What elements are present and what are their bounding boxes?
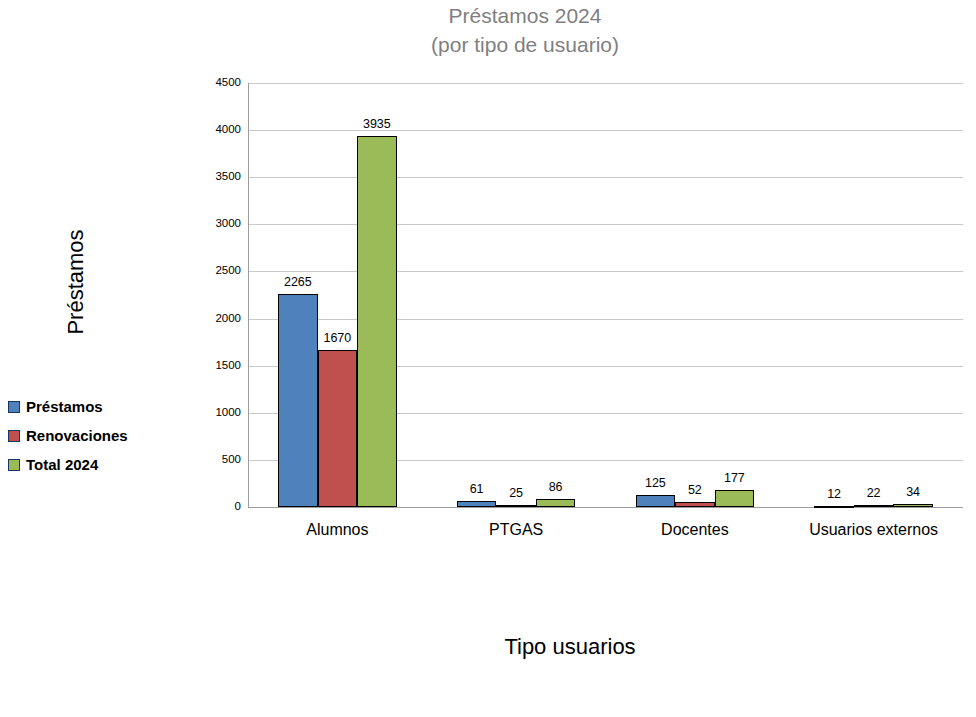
y-tick-label: 1000 bbox=[193, 406, 241, 418]
bar bbox=[814, 506, 854, 508]
legend-label: Total 2024 bbox=[26, 456, 98, 473]
bar bbox=[278, 294, 318, 507]
x-category-label: Docentes bbox=[606, 521, 785, 539]
legend-item: Renovaciones bbox=[8, 421, 128, 450]
chart-title-line1: Préstamos 2024 bbox=[245, 1, 805, 30]
y-tick-label: 4500 bbox=[193, 76, 241, 88]
chart-title-line2: (por tipo de usuario) bbox=[245, 30, 805, 59]
bar-value-label: 3935 bbox=[332, 117, 422, 131]
gridline bbox=[249, 177, 963, 178]
x-category-label: Alumnos bbox=[248, 521, 427, 539]
bar-value-label: 86 bbox=[511, 480, 601, 494]
x-category-label: PTGAS bbox=[427, 521, 606, 539]
y-tick-label: 2500 bbox=[193, 264, 241, 276]
bar bbox=[496, 505, 536, 507]
bar bbox=[715, 490, 755, 507]
y-tick-label: 0 bbox=[193, 500, 241, 512]
bar bbox=[357, 136, 397, 507]
x-category-label: Usuarios externos bbox=[784, 521, 963, 539]
x-axis-line bbox=[248, 507, 963, 508]
legend-item: Préstamos bbox=[8, 392, 128, 421]
bar-value-label: 2265 bbox=[253, 275, 343, 289]
y-tick-label: 3000 bbox=[193, 217, 241, 229]
gridline bbox=[249, 224, 963, 225]
bar bbox=[536, 499, 576, 507]
y-axis-line bbox=[248, 83, 249, 507]
gridline bbox=[249, 319, 963, 320]
y-tick-label: 1500 bbox=[193, 359, 241, 371]
gridline bbox=[249, 83, 963, 84]
legend-item: Total 2024 bbox=[8, 450, 128, 479]
legend-label: Renovaciones bbox=[26, 427, 128, 444]
y-tick-label: 500 bbox=[193, 453, 241, 465]
legend-swatch bbox=[8, 430, 20, 442]
bar bbox=[318, 350, 358, 507]
bar bbox=[893, 504, 933, 507]
bar bbox=[675, 502, 715, 507]
legend-swatch bbox=[8, 459, 20, 471]
chart-title: Préstamos 2024 (por tipo de usuario) bbox=[245, 1, 805, 59]
bar-value-label: 177 bbox=[690, 471, 780, 485]
legend-label: Préstamos bbox=[26, 398, 103, 415]
y-axis-title: Préstamos bbox=[63, 229, 89, 334]
chart: Préstamos 2024 (por tipo de usuario) Pré… bbox=[0, 0, 976, 717]
legend-swatch bbox=[8, 401, 20, 413]
y-tick-label: 2000 bbox=[193, 312, 241, 324]
bar bbox=[457, 501, 497, 507]
gridline bbox=[249, 271, 963, 272]
y-tick-label: 3500 bbox=[193, 170, 241, 182]
bar bbox=[854, 505, 894, 507]
y-tick-label: 4000 bbox=[193, 123, 241, 135]
x-axis-title: Tipo usuarios bbox=[440, 634, 700, 660]
legend: Préstamos Renovaciones Total 2024 bbox=[8, 392, 128, 479]
bar-value-label: 34 bbox=[868, 485, 958, 499]
